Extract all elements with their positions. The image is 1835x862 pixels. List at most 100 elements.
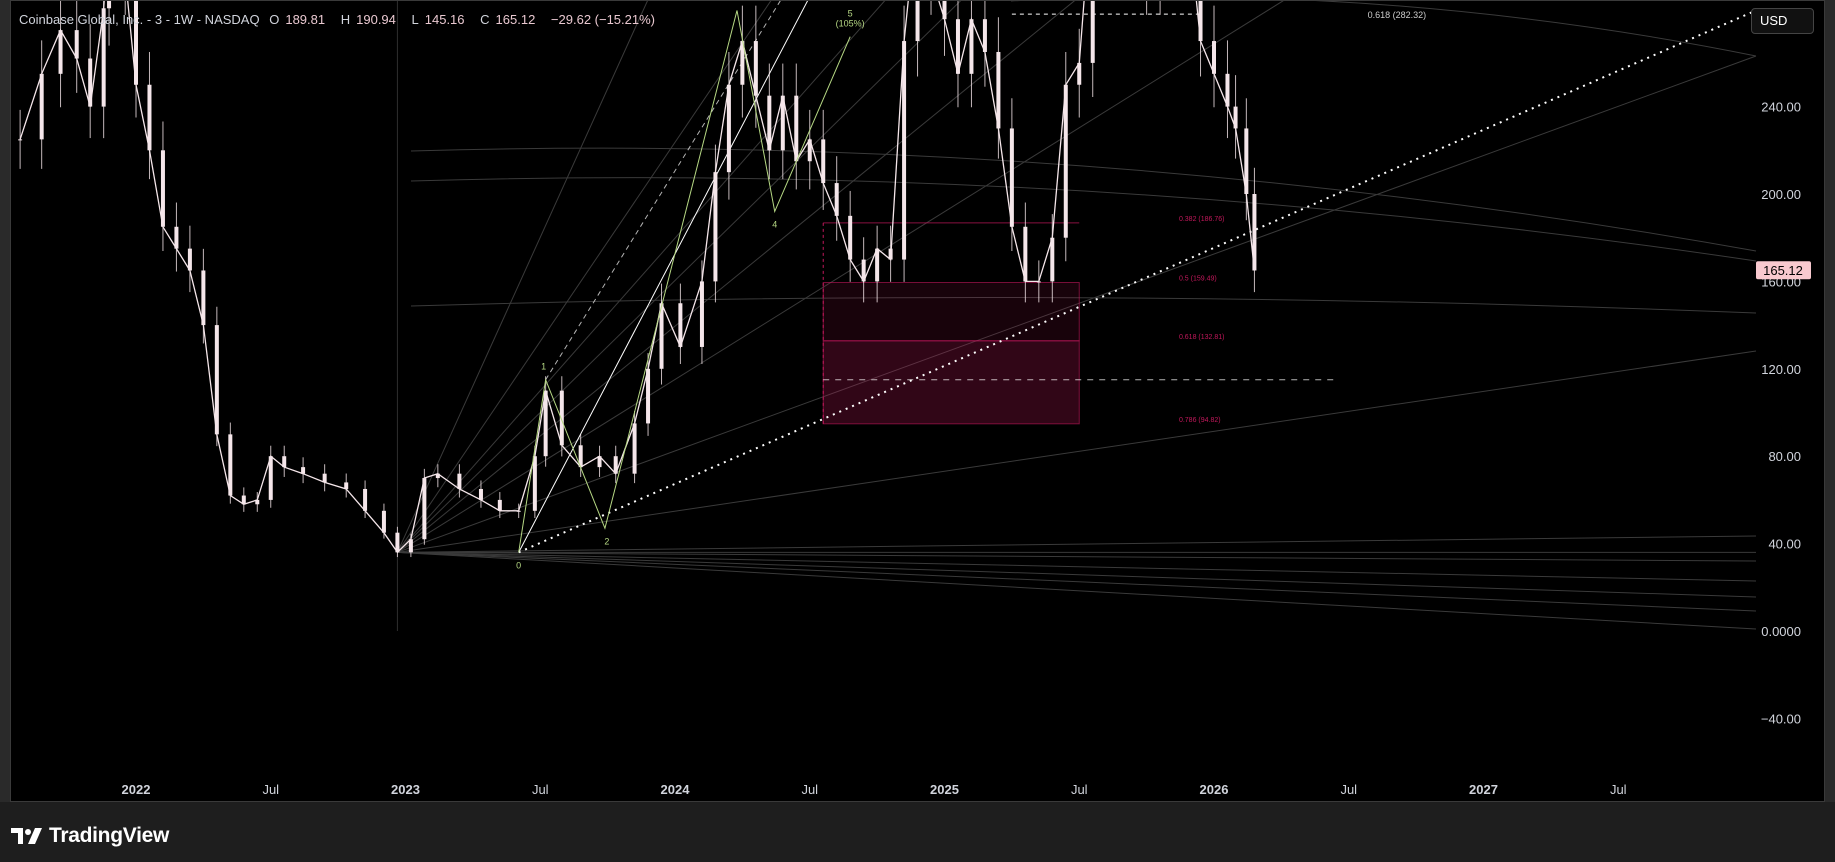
candle-body [713,172,718,282]
trend-line-dotted [518,9,1757,554]
candle-body [726,84,731,173]
candle-body [1050,237,1055,282]
y-axis-tick-label: 0.0000 [1761,624,1801,639]
candle-body [969,19,974,74]
candle-body [678,303,683,347]
candle-body [740,41,745,85]
candle-body [543,390,548,457]
candle-body [807,139,812,162]
candle-body [497,499,502,511]
fan-line [397,551,1757,598]
candle-body [395,532,400,553]
candle-body [282,456,287,468]
y-axis-tick-label: −40.00 [1761,711,1801,726]
candle-body [1233,106,1238,129]
y-axis-tick-label: −80.00 [1761,799,1801,801]
candle-body [767,95,772,151]
candle-body [578,445,583,468]
elliott-wave-label: 0 [516,560,521,570]
candle-body [101,8,106,107]
symbol-title[interactable]: Coinbase Global, Inc. - 3 - 1W - NASDAQ [19,12,260,27]
trend-line-solid [518,1,809,553]
candle-body [613,456,618,474]
fib-zone-lower [822,340,1080,425]
brand-name: TradingView [49,824,170,847]
arc-line [410,177,1757,262]
candle-body [996,51,1001,129]
candle-body [559,390,564,446]
price-line [19,1,1256,554]
candle-body [780,95,785,151]
y-axis-tick-label: 80.00 [1768,449,1801,464]
x-axis-tick-label: 2024 [661,782,691,797]
fib-zone-upper [822,282,1080,342]
fan-line [397,350,1757,553]
x-axis-tick-label: Jul [532,782,549,797]
x-axis-tick-label: Jul [262,782,279,797]
last-price-label: 165.12 [1763,263,1803,278]
candle-body [18,139,23,141]
candle-body [875,248,880,282]
y-axis-tick-label: 40.00 [1768,537,1801,552]
fib-retracement-label: 0.786 (94.82) [1179,417,1221,424]
elliott-wave-label: 5 [848,9,853,19]
brand[interactable]: TradingView [11,824,169,848]
candle-body [88,58,93,107]
high-label: H [340,12,351,27]
x-axis-tick-label: 2022 [122,782,151,797]
candle-body [344,482,349,489]
candle-body [659,303,664,369]
price-chart[interactable]: 0.382 (186.76) 0.5 (159.49) 0.618 (132.81)… [11,1,1824,801]
fan-line [397,535,1757,553]
fan-line [397,1,886,553]
tradingview-logo-icon [11,828,42,844]
x-axis-tick-label: 2025 [930,782,959,797]
elliott-wave-label: 4 [772,219,777,229]
candle-body [915,1,920,42]
candle-body [268,456,273,500]
candle-body [1077,62,1082,85]
arc-line [410,147,1757,252]
candle-body [228,434,233,496]
fan-line [397,551,1757,612]
candle-body [982,19,987,52]
candle-body [422,478,427,540]
low-label: L [411,12,419,27]
candle-body [408,539,413,553]
candle-body [435,473,440,479]
y-axis-tick-label: 240.00 [1761,100,1801,115]
candle-body [753,41,758,96]
low-value: 145.16 [424,12,465,27]
candle-body [1198,1,1203,42]
candle-body [174,226,179,249]
candle-body [322,473,327,483]
candle-body [1244,128,1249,194]
elliott-wave-line [518,10,851,553]
chart-pane[interactable]: 0.382 (186.76) 0.5 (159.49) 0.618 (132.81)… [10,0,1825,802]
candle-body [1036,281,1041,283]
candle-body [107,1,112,9]
fib-retracement-label: 0.382 (186.76) [1179,216,1225,223]
close-value: 165.12 [495,12,536,27]
x-axis-tick-label: 2027 [1469,782,1498,797]
currency-button[interactable]: USD [1751,8,1814,34]
candle-body [255,499,260,505]
open-value: 189.81 [285,12,326,27]
x-axis-tick-label: 2023 [391,782,420,797]
candle-body [1090,1,1095,63]
candle-body [58,30,63,74]
candle-body [902,41,907,260]
candle-body [821,139,826,184]
candle-body [1252,194,1257,271]
close-label: C [480,12,490,27]
candle-body [632,423,637,474]
high-value: 190.94 [356,12,396,27]
x-axis-tick-label: Jul [1340,782,1357,797]
fib-retracement-label: 0.5 (159.49) [1179,276,1217,283]
candle-body [1023,226,1028,282]
fan-line [397,551,1757,630]
candle-body [74,30,79,59]
x-axis-tick-label: 2026 [1200,782,1229,797]
candle-body [201,270,206,326]
open-label: O [269,12,280,27]
